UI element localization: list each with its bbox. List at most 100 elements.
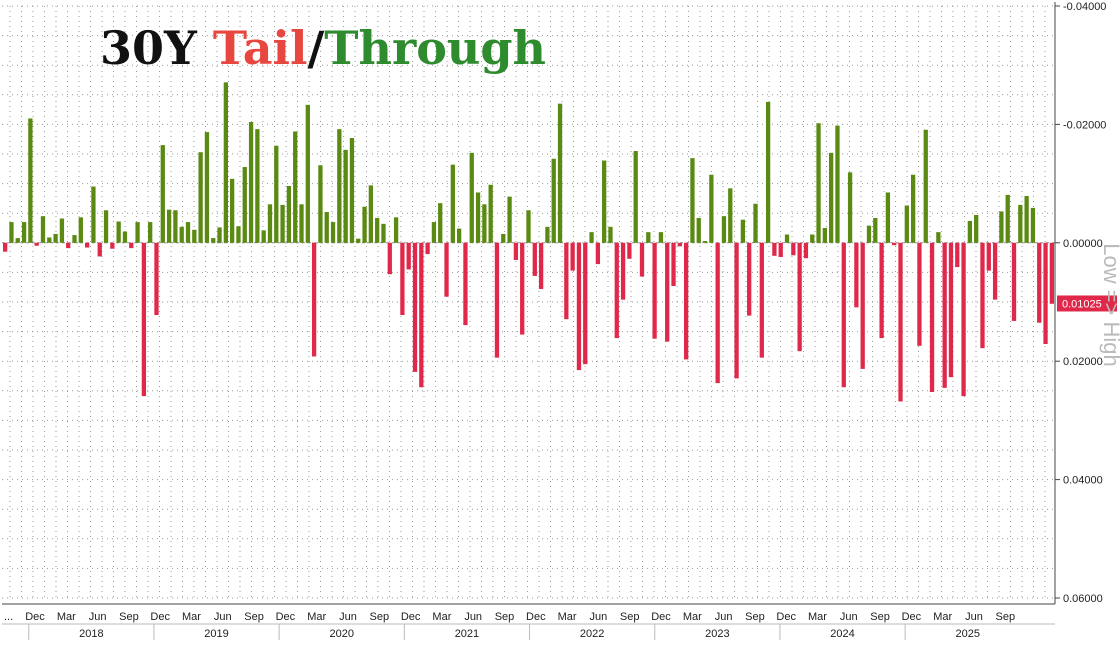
- grid: [2, 5, 1055, 599]
- bar-tail: [797, 242, 802, 352]
- x-year-label: 2019: [204, 628, 228, 640]
- x-month-label: Jun: [464, 611, 482, 623]
- x-month-label: Mar: [57, 611, 76, 623]
- bar-tail: [576, 242, 582, 371]
- bar-tail: [141, 242, 147, 397]
- bar-tail: [683, 242, 689, 360]
- bar-tail: [841, 242, 846, 388]
- bar-tail: [387, 242, 392, 275]
- x-month-label: Jun: [590, 611, 608, 623]
- bar-through: [40, 216, 46, 243]
- x-month-label: Jun: [715, 611, 733, 623]
- bar-through: [135, 222, 140, 243]
- bar-through: [185, 222, 191, 243]
- bar-through: [753, 203, 758, 243]
- bar-tail: [992, 242, 998, 300]
- bar-through: [305, 104, 310, 243]
- bar-tail: [652, 242, 657, 339]
- bar-tail: [892, 242, 897, 246]
- y-tick-label: -0.02000: [1063, 119, 1106, 131]
- bar-through: [330, 222, 336, 243]
- bar-through: [148, 222, 153, 243]
- x-month-label: Mar: [432, 611, 451, 623]
- bar-tail: [34, 242, 39, 246]
- bar-through: [286, 185, 292, 243]
- bar-through: [923, 129, 928, 243]
- bar-through: [166, 209, 172, 243]
- bar-tail: [412, 242, 418, 372]
- bar-tail: [520, 242, 525, 335]
- bar-through: [602, 160, 607, 243]
- bar-through: [696, 217, 701, 243]
- bar-tail: [110, 242, 115, 249]
- bar-through: [646, 232, 651, 243]
- title-part-slash: /: [307, 21, 324, 75]
- bar-through: [873, 217, 878, 243]
- bar-through: [337, 129, 342, 243]
- bar-through: [280, 204, 285, 243]
- y-axis-side-label: Low => High: [1099, 243, 1120, 367]
- x-month-label: Dec: [526, 611, 546, 623]
- bar-through: [740, 219, 746, 243]
- bar-through: [122, 231, 128, 243]
- bar-tail: [400, 242, 405, 316]
- bar-through: [230, 178, 235, 243]
- bar-through: [381, 223, 386, 243]
- bar-through: [116, 221, 121, 243]
- bar-through: [274, 145, 279, 243]
- x-month-label: Dec: [276, 611, 296, 623]
- x-year-label: 2024: [830, 628, 854, 640]
- bar-through: [866, 225, 872, 243]
- bar-through: [709, 174, 714, 243]
- bar-through: [589, 232, 594, 243]
- bar-through: [173, 210, 178, 243]
- y-tick-label: 0.06000: [1063, 593, 1103, 605]
- bar-through: [450, 164, 455, 243]
- bar-through: [526, 210, 531, 243]
- bar-through: [816, 123, 821, 243]
- bar-through: [368, 185, 374, 243]
- x-axis: ... Dec Mar Jun Sep Dec Mar Jun Sep Dec Mar Jun Sep D…: [2, 603, 1055, 640]
- bar-through: [885, 192, 891, 243]
- title-part-tail: Tail: [213, 21, 308, 75]
- x-month-label: Mar: [307, 611, 326, 623]
- bar-tail: [620, 242, 626, 300]
- bar-tail: [538, 242, 544, 289]
- bar-through: [974, 214, 979, 243]
- bar-through: [72, 235, 77, 243]
- x-year-label: 2020: [329, 628, 353, 640]
- bar-through: [248, 122, 254, 243]
- x-month-label: Dec: [651, 611, 671, 623]
- bar-through: [633, 151, 638, 243]
- bar-through: [91, 186, 96, 243]
- bar-tail: [898, 242, 903, 402]
- bar-tail: [715, 242, 720, 384]
- bar-through: [356, 238, 361, 243]
- x-month-label: Sep: [119, 611, 139, 623]
- bar-tail: [570, 242, 575, 271]
- x-month-label: Sep: [370, 611, 390, 623]
- bar-tail: [1011, 242, 1017, 321]
- bar-through: [810, 234, 815, 243]
- bar-tail: [513, 242, 519, 260]
- bar-tail: [854, 242, 859, 308]
- bar-tail: [671, 242, 676, 287]
- x-year-label: 2021: [455, 628, 479, 640]
- bar-through: [608, 226, 613, 243]
- x-month-label: Dec: [401, 611, 421, 623]
- bar-through: [217, 227, 222, 243]
- bar-tail: [639, 242, 645, 277]
- bar-tail: [1049, 242, 1054, 304]
- x-month-label: Sep: [495, 611, 515, 623]
- bar-tail: [532, 242, 537, 276]
- bar-tail: [879, 242, 884, 339]
- x-month-label: Jun: [965, 611, 983, 623]
- x-month-label: Sep: [244, 611, 264, 623]
- bar-through: [318, 165, 323, 243]
- bar-through: [242, 167, 247, 243]
- x-month-label: Jun: [840, 611, 858, 623]
- bar-through: [47, 237, 52, 243]
- bar-through: [223, 82, 228, 243]
- x-year-label: 2022: [580, 628, 604, 640]
